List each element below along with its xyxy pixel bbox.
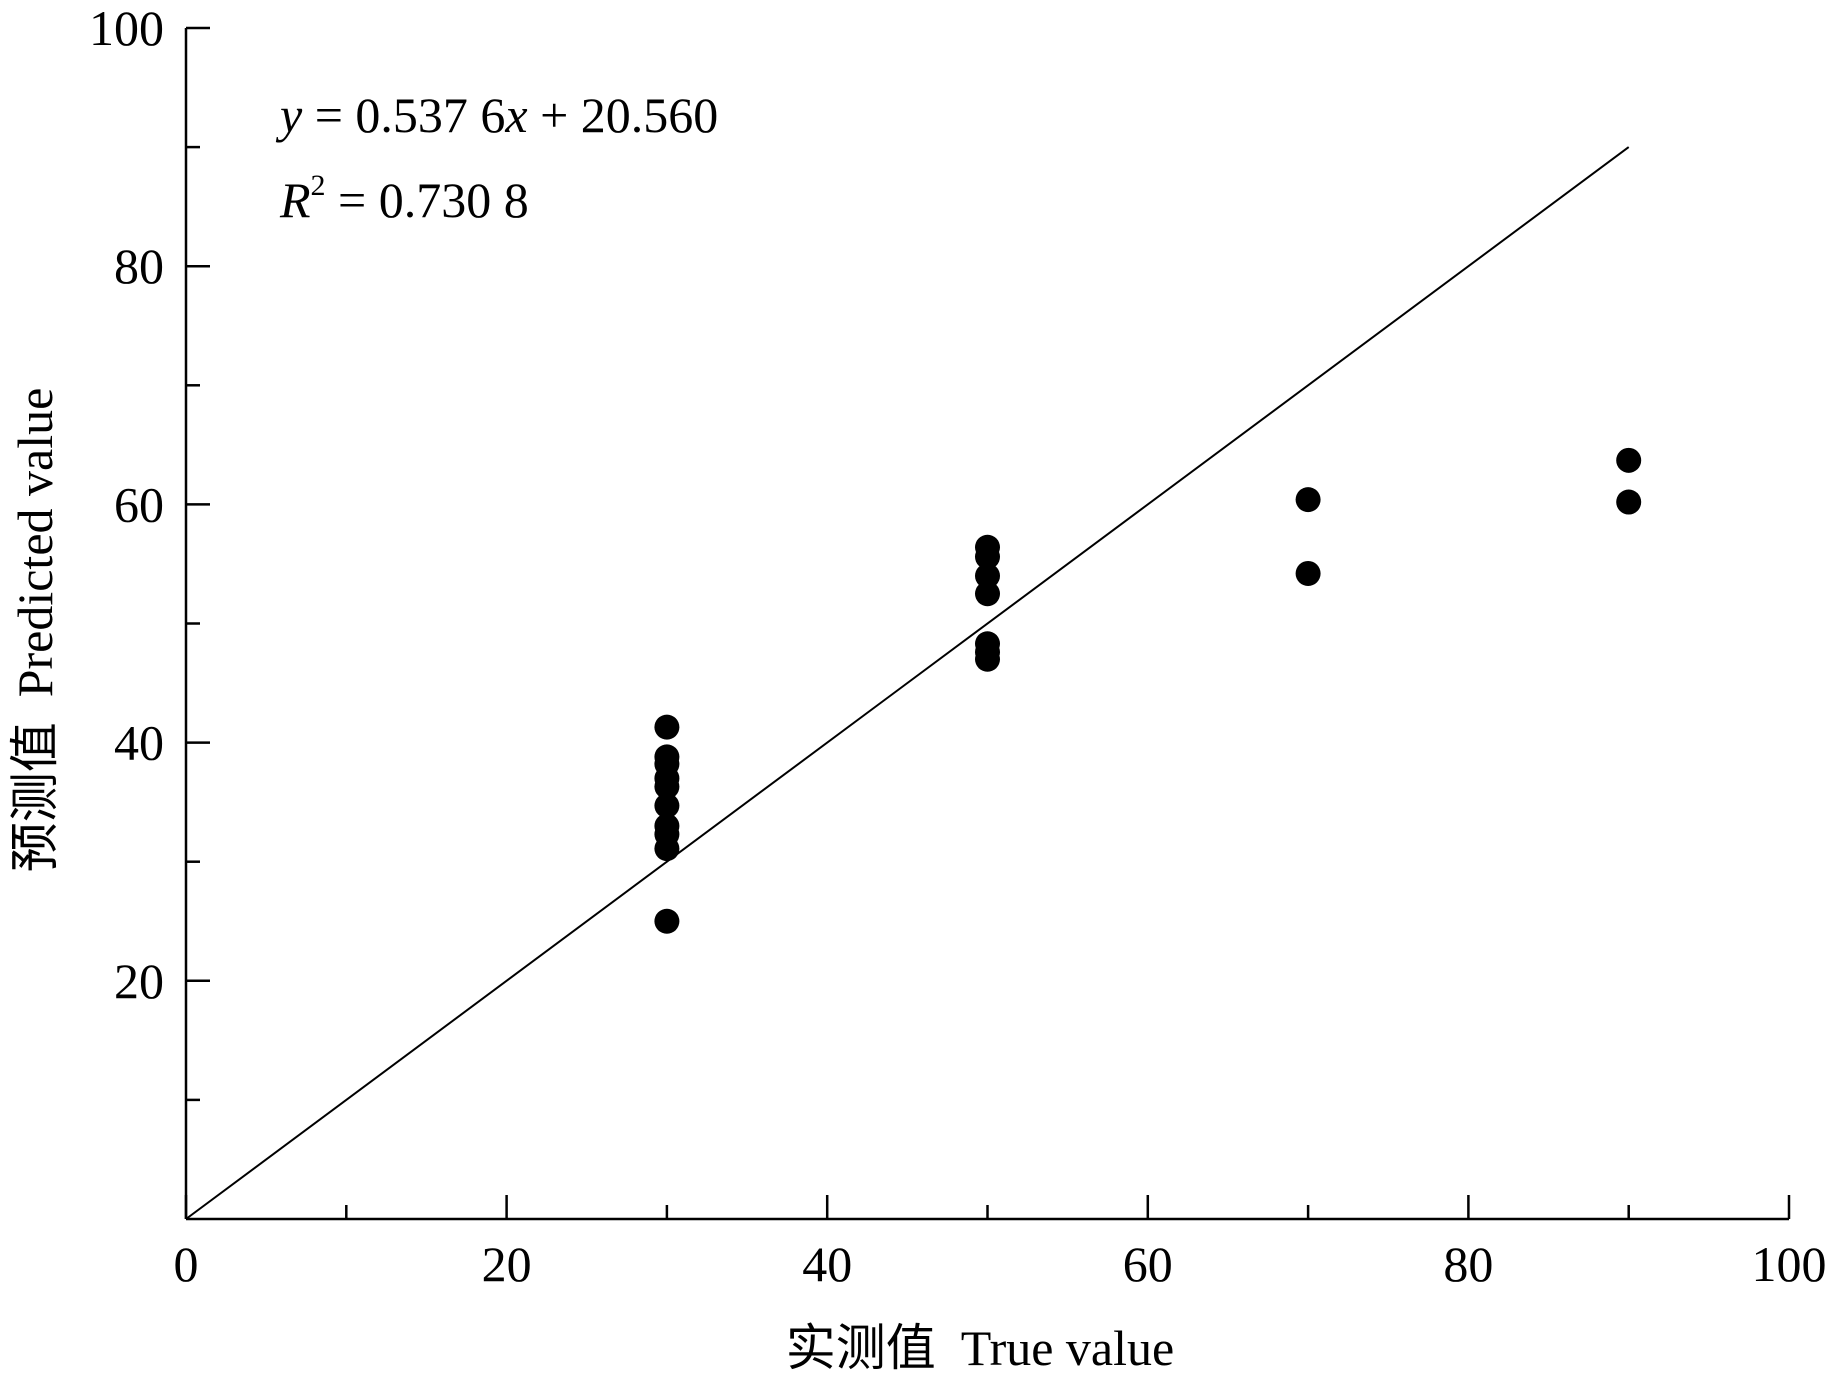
x-tick-label: 60 <box>1123 1236 1173 1292</box>
data-point <box>654 836 680 862</box>
equation-part-1: = 0.537 6 <box>302 87 505 143</box>
y-tick-label: 20 <box>114 953 164 1009</box>
y-tick-label: 60 <box>114 476 164 532</box>
data-point <box>975 581 1000 607</box>
equation-annotation: y = 0.537 6x + 20.560 <box>275 87 718 143</box>
data-point <box>1295 560 1321 586</box>
r2-annotation: R2 = 0.730 8 <box>279 169 529 228</box>
x-axis-title: 实测值 True value <box>786 1320 1174 1376</box>
reference-line <box>185 146 1630 1220</box>
data-point <box>975 646 1000 672</box>
r2-superscript: 2 <box>311 169 326 202</box>
y-axis-title: 预测值 Predicted value <box>7 388 63 873</box>
x-tick-label: 20 <box>482 1236 532 1292</box>
data-point <box>654 774 680 800</box>
data-point <box>654 908 680 934</box>
equation-part-2: + 20.560 <box>528 87 719 143</box>
x-tick-label: 40 <box>802 1236 852 1292</box>
data-point <box>975 563 1000 589</box>
r2-value: = 0.730 8 <box>326 172 529 228</box>
reference-line-group <box>185 146 1630 1220</box>
data-points <box>654 447 1642 934</box>
data-point <box>654 793 680 819</box>
y-tick-label: 80 <box>114 238 164 294</box>
equation-x-var: x <box>504 87 527 143</box>
data-point <box>975 544 1000 570</box>
x-tick-label: 0 <box>174 1236 199 1292</box>
y-tick-label: 100 <box>89 0 164 56</box>
data-point <box>1616 489 1642 515</box>
data-point <box>1616 447 1642 473</box>
x-tick-label: 100 <box>1752 1236 1827 1292</box>
data-point <box>1295 487 1321 513</box>
data-point <box>654 714 680 740</box>
r2-var: R <box>279 172 311 228</box>
x-tick-label: 80 <box>1443 1236 1493 1292</box>
equation-y-var: y <box>275 87 303 143</box>
y-tick-label: 40 <box>114 715 164 771</box>
axes: 0 20 40 60 80 100 20 40 60 80 100 <box>89 0 1827 1292</box>
